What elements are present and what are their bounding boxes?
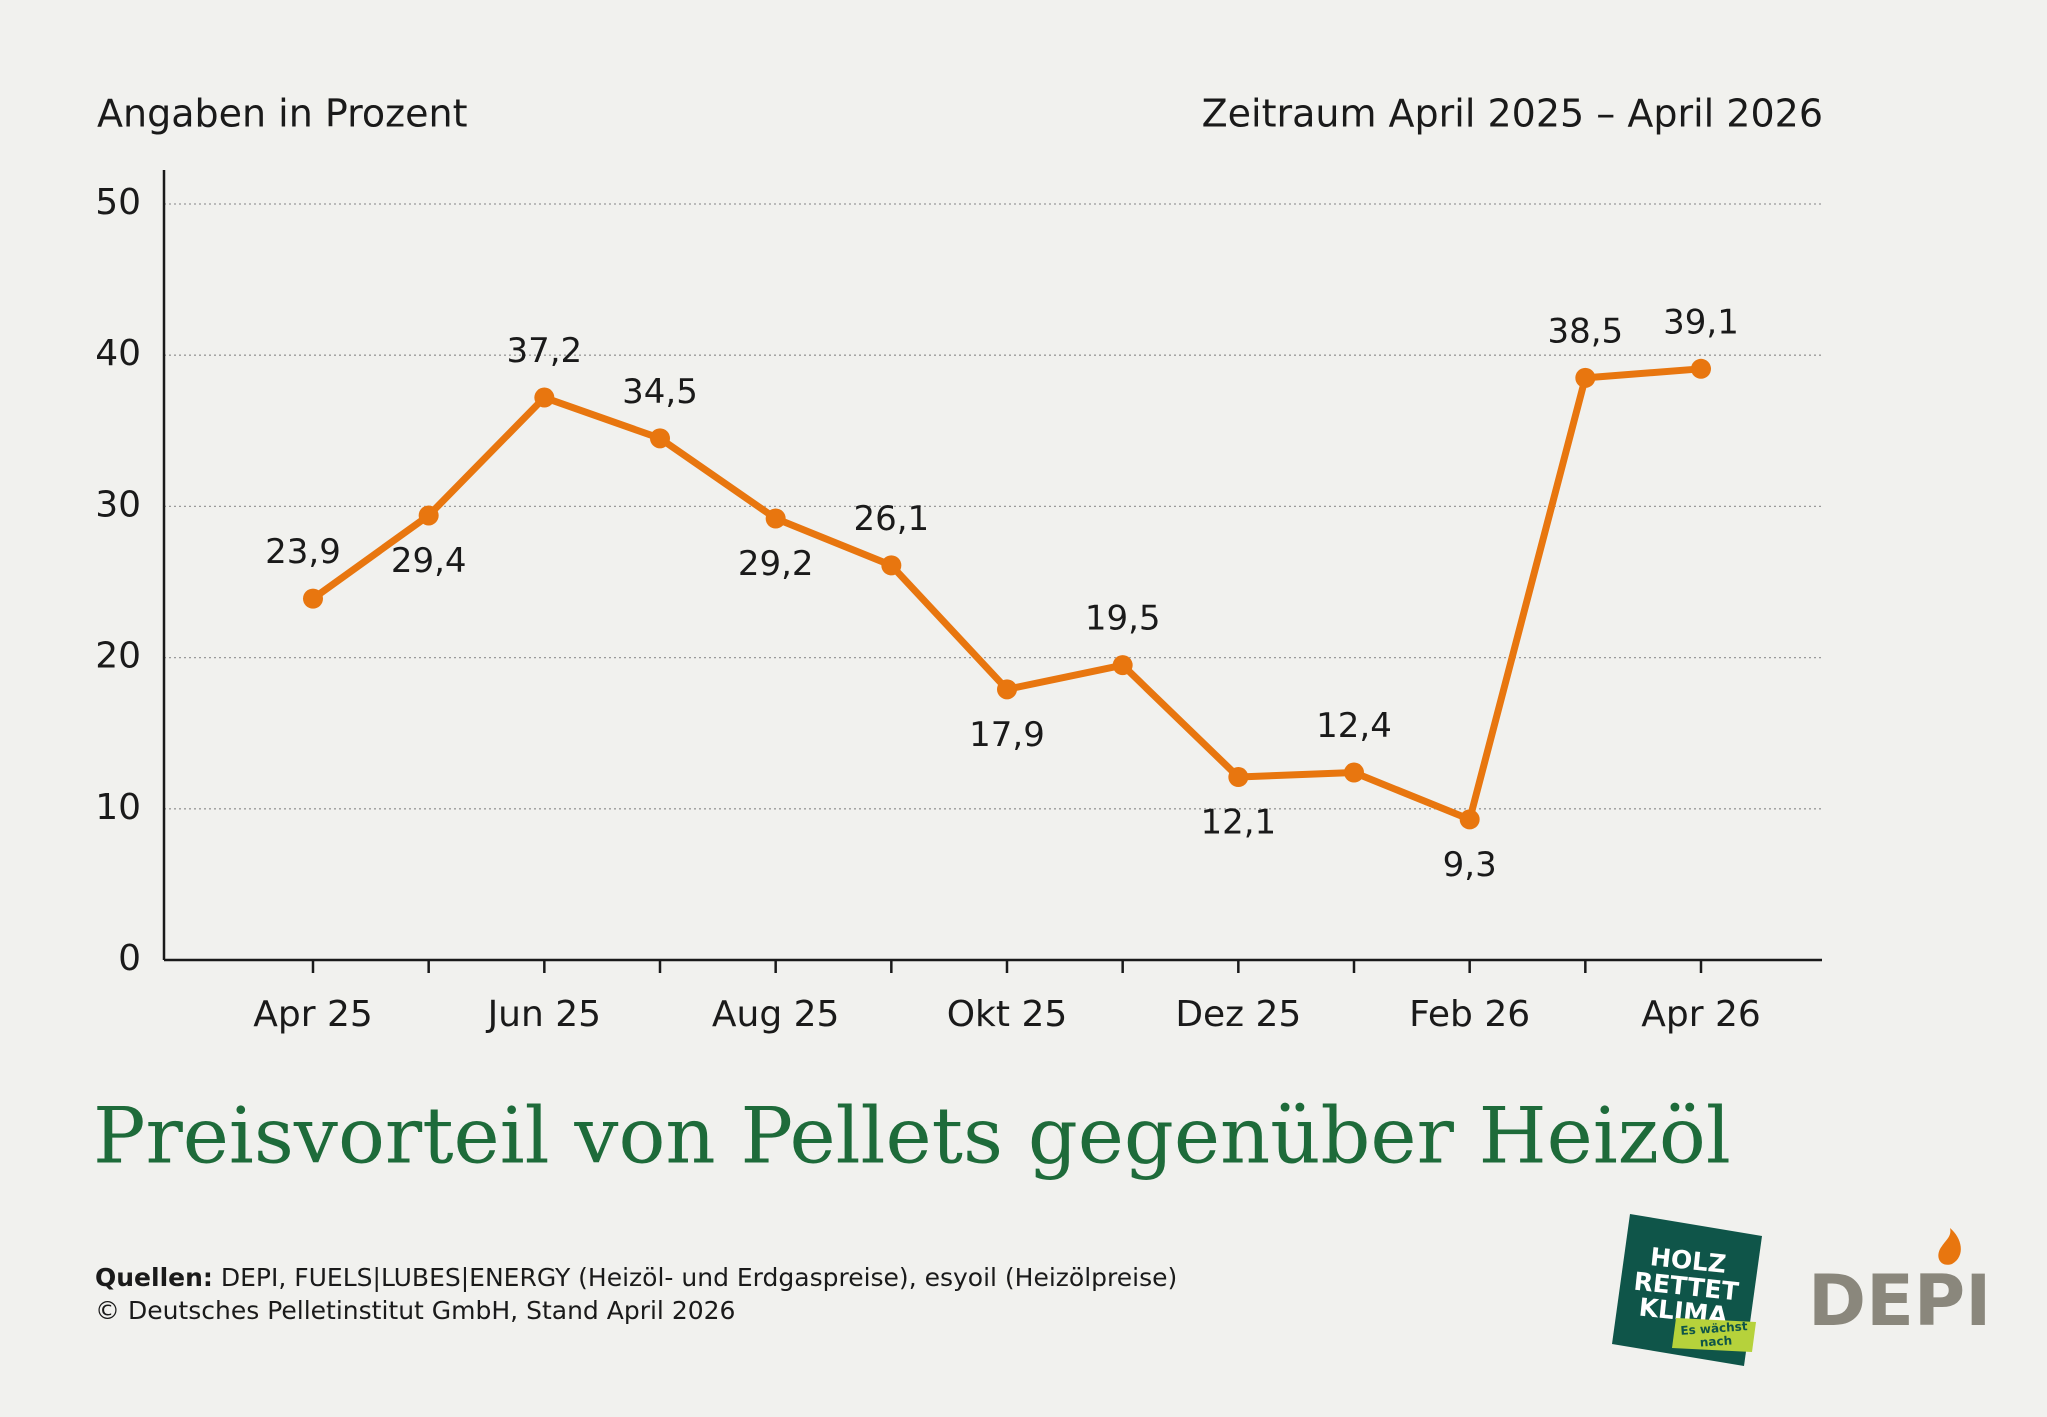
- logo-depi: DEPI: [1808, 1228, 1991, 1342]
- value-label: 29,4: [391, 541, 467, 581]
- y-tick-label: 0: [118, 938, 141, 979]
- chart-title: Preisvorteil von Pellets gegenüber Heizö…: [93, 1092, 1731, 1182]
- point: [650, 428, 670, 449]
- point: [418, 505, 439, 526]
- logo-tag-text: nach: [1699, 1333, 1732, 1349]
- point: [1459, 809, 1480, 830]
- point: [881, 555, 902, 576]
- value-label: 12,4: [1316, 706, 1392, 746]
- x-tick-label: Apr 26: [1641, 994, 1761, 1035]
- value-label: 38,5: [1547, 311, 1623, 351]
- logo-tag-text: Es wächst: [1680, 1319, 1748, 1338]
- sources: Quellen: DEPI, FUELS|LUBES|ENERGY (Heizö…: [95, 1263, 1177, 1292]
- y-tick-label: 10: [95, 787, 141, 828]
- subtitle-left: Angaben in Prozent: [97, 92, 467, 136]
- value-label: 9,3: [1443, 845, 1497, 885]
- x-tick-label: Okt 25: [947, 994, 1068, 1035]
- sources-text: DEPI, FUELS|LUBES|ENERGY (Heizöl- und Er…: [221, 1263, 1177, 1292]
- logo-holz: HOLZ RETTET KLIMA Es wächst nach: [1612, 1214, 1762, 1366]
- value-label: 17,9: [969, 715, 1045, 755]
- x-tick-label: Aug 25: [712, 994, 840, 1035]
- point: [1344, 762, 1364, 783]
- y-tick-label: 50: [95, 182, 141, 223]
- point: [1228, 767, 1249, 788]
- value-label: 12,1: [1200, 803, 1276, 843]
- point: [1691, 358, 1711, 379]
- value-label: 39,1: [1663, 302, 1739, 342]
- y-tick-label: 20: [95, 636, 141, 677]
- logo-depi-text: DEPI: [1808, 1260, 1991, 1342]
- point: [1575, 367, 1596, 388]
- value-label: 19,5: [1085, 599, 1161, 639]
- value-label: 26,1: [853, 499, 929, 539]
- x-tick-label: Feb 26: [1409, 994, 1530, 1035]
- point: [303, 588, 323, 609]
- value-label: 34,5: [622, 372, 698, 412]
- point: [1112, 655, 1133, 676]
- logo-flame: [1938, 1228, 1961, 1265]
- point: [765, 508, 786, 529]
- logo-tag: [1672, 1318, 1756, 1352]
- sources-label: Quellen:: [95, 1263, 213, 1292]
- value-label: 29,2: [738, 544, 814, 584]
- copyright: © Deutsches Pelletinstitut GmbH, Stand A…: [95, 1296, 735, 1325]
- value-label: 37,2: [506, 331, 582, 371]
- x-tick-label: Jun 25: [486, 994, 602, 1035]
- point: [534, 387, 555, 408]
- point: [997, 679, 1017, 700]
- x-tick-label: Apr 25: [253, 994, 373, 1035]
- y-tick-label: 30: [95, 484, 141, 525]
- x-tick-label: Dez 25: [1175, 994, 1301, 1035]
- y-tick-label: 40: [95, 333, 141, 374]
- subtitle-right: Zeitraum April 2025 – April 2026: [1202, 92, 1823, 136]
- value-label: 23,9: [265, 532, 341, 572]
